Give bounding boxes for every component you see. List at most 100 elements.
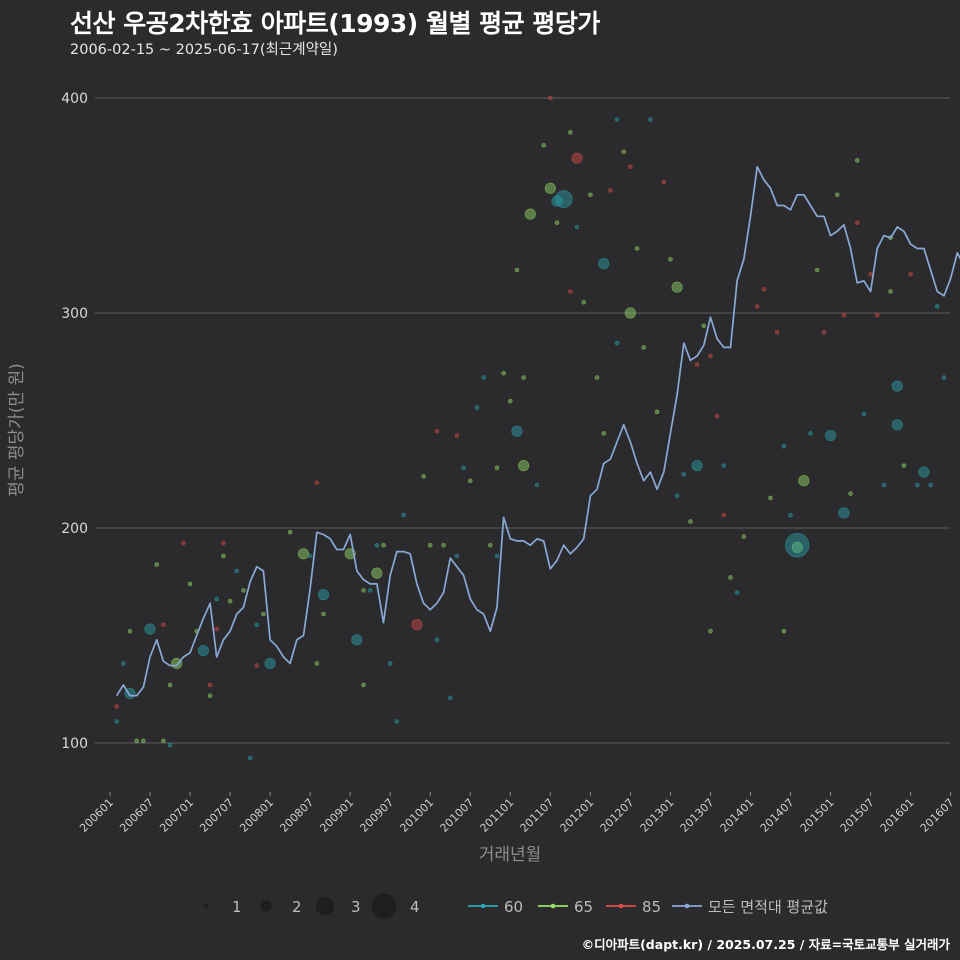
scatter-point-60: [784, 532, 810, 558]
x-tick-label: 201207: [598, 796, 637, 835]
scatter-point-65: [621, 149, 627, 155]
scatter-point-85: [721, 512, 727, 518]
scatter-point-60: [511, 425, 523, 437]
scatter-point-60: [144, 623, 156, 635]
scatter-point-85: [661, 179, 667, 185]
x-tick-label: 200707: [197, 796, 236, 835]
x-tick-label: 200901: [317, 796, 356, 835]
scatter-point-60: [394, 719, 400, 724]
scatter-point-85: [608, 188, 613, 193]
scatter-point-85: [628, 164, 633, 170]
scatter-point-85: [207, 682, 213, 688]
scatter-point-65: [161, 738, 166, 744]
scatter-point-65: [221, 553, 226, 559]
chart-credit: ©디아파트(dapt.kr) / 2025.07.25 / 자료=국토교통부 실…: [581, 937, 950, 952]
scatter-point-60: [574, 224, 580, 230]
size-legend-label: 3: [351, 898, 361, 916]
scatter-point-60: [121, 661, 126, 666]
scatter-point-60: [307, 553, 313, 559]
x-tick-label: 201401: [718, 796, 757, 835]
scatter-point-65: [668, 256, 673, 262]
color-legend-label: 65: [574, 898, 593, 916]
scatter-point-60: [941, 375, 947, 380]
scatter-point-85: [454, 433, 460, 438]
scatter-point-60: [781, 443, 787, 449]
scatter-point-60: [614, 117, 620, 122]
y-axis-label: 평균 평당가(만 원): [7, 363, 27, 497]
scatter-point-60: [367, 588, 373, 593]
x-tick-label: 201301: [638, 796, 677, 835]
scatter-point-60: [881, 482, 887, 488]
scatter-point-60: [918, 466, 930, 478]
scatter-point-65: [187, 581, 193, 587]
x-tick-label: 201001: [397, 796, 436, 835]
size-legend-label: 4: [410, 898, 420, 916]
scatter-point-60: [214, 596, 220, 602]
scatter-point-65: [127, 628, 133, 634]
scatter-point-65: [701, 323, 707, 329]
scatter-point-85: [821, 330, 827, 335]
scatter-point-65: [524, 208, 536, 220]
scatter-point-65: [297, 548, 310, 560]
scatter-point-85: [181, 540, 186, 546]
scatter-point-60: [674, 493, 680, 499]
scatter-point-65: [601, 431, 607, 436]
scatter-point-60: [461, 465, 466, 471]
scatter-point-65: [781, 628, 787, 634]
scatter-point-65: [467, 478, 473, 484]
scatter-point-65: [361, 588, 366, 593]
x-tick-label: 201307: [678, 796, 717, 835]
chart-title: 선산 우공2차한효 아파트(1993) 월별 평균 평당가: [70, 9, 600, 38]
scatter-point-65: [634, 246, 640, 251]
scatter-point-65: [728, 575, 733, 580]
scatter-point-65: [544, 182, 556, 194]
scatter-point-60: [598, 257, 610, 270]
scatter-point-60: [234, 568, 240, 574]
scatter-point-65: [508, 398, 513, 404]
scatter-point-60: [114, 719, 119, 724]
scatter-point-60: [554, 190, 573, 208]
scatter-point-85: [761, 287, 767, 292]
scatter-point-60: [734, 590, 740, 595]
size-legend-dot-1: [203, 903, 209, 909]
scatter-point-65: [554, 220, 560, 225]
scatter-point-65: [568, 130, 573, 135]
size-legend-dot-4: [371, 893, 397, 919]
scatter-point-85: [548, 95, 553, 101]
size-legend-dot-3: [315, 896, 335, 916]
scatter-point-65: [261, 611, 266, 617]
scatter-point-65: [514, 267, 520, 273]
scatter-point-65: [381, 542, 386, 548]
scatter-point-85: [571, 152, 583, 164]
y-tick-label: 200: [61, 521, 88, 537]
scatter-point-60: [317, 589, 330, 601]
scatter-point-65: [141, 738, 146, 744]
x-tick-label: 201007: [438, 796, 477, 835]
x-tick-label: 201101: [478, 796, 517, 835]
scatter-point-65: [501, 370, 506, 376]
scatter-point-85: [568, 289, 573, 294]
scatter-point-65: [371, 567, 383, 579]
scatter-point-60: [481, 375, 486, 380]
average-line: [115, 165, 960, 697]
average-line-path: [115, 165, 960, 697]
scatter-point-65: [541, 143, 546, 148]
scatter-point-60: [247, 755, 253, 761]
scatter-point-60: [434, 637, 440, 643]
scatter-point-65: [518, 460, 530, 472]
x-tick-label: 200807: [277, 796, 316, 835]
scatter-point-60: [551, 195, 563, 207]
scatter-point-60: [891, 380, 903, 392]
scatter-point-85: [714, 413, 720, 419]
scatter-point-65: [654, 409, 660, 415]
scatter-point-65: [427, 542, 433, 548]
x-tick-label: 200907: [357, 796, 396, 835]
scatter-point-65: [624, 307, 636, 319]
size-legend-label: 2: [292, 898, 302, 916]
scatter-point-60: [351, 634, 363, 646]
size-legend-label: 1: [232, 898, 242, 916]
gridlines: [95, 97, 950, 744]
scatter-point-60: [681, 471, 687, 477]
scatter-point-65: [441, 542, 446, 548]
scatter-point-60: [928, 482, 933, 488]
